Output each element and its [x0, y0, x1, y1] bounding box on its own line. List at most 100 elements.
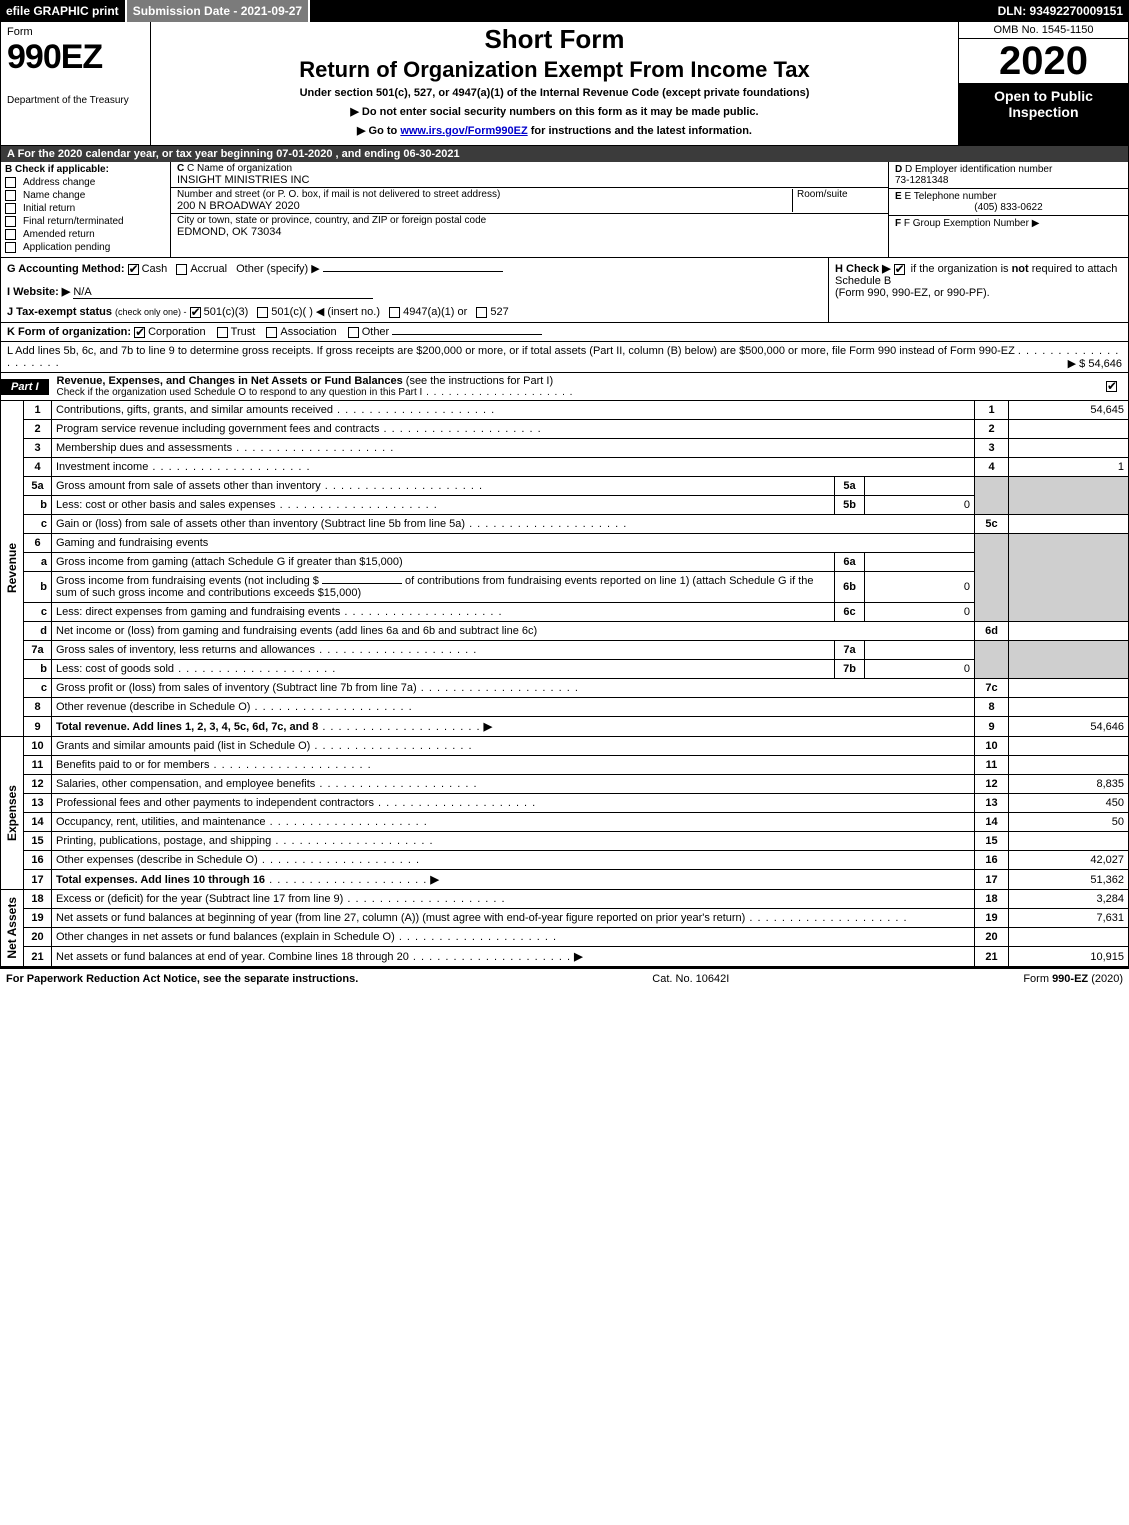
line2-ln: 2	[975, 420, 1009, 439]
line7b-iv: 0	[865, 660, 975, 679]
row-13: 13 Professional fees and other payments …	[1, 794, 1129, 813]
line6d-amt	[1009, 622, 1129, 641]
line4-amt: 1	[1009, 458, 1129, 477]
check-application-pending[interactable]: Application pending	[5, 242, 166, 253]
line19-ln: 19	[975, 909, 1009, 928]
col-b-checks: B Check if applicable: Address change Na…	[1, 162, 171, 257]
line2-amt	[1009, 420, 1129, 439]
check-application-pending-label: Application pending	[23, 242, 110, 253]
check-cash[interactable]	[128, 264, 139, 275]
line6c-desc: Less: direct expenses from gaming and fu…	[52, 603, 835, 622]
row-12: 12 Salaries, other compensation, and emp…	[1, 775, 1129, 794]
check-initial-return[interactable]: Initial return	[5, 203, 166, 214]
part1-tag: Part I	[1, 379, 49, 395]
row-6d: d Net income or (loss) from gaming and f…	[1, 622, 1129, 641]
line6c-il: 6c	[835, 603, 865, 622]
gray-7-amt	[1009, 641, 1129, 679]
line3-amt	[1009, 439, 1129, 458]
line13-ln: 13	[975, 794, 1009, 813]
subtitle: Under section 501(c), 527, or 4947(a)(1)…	[159, 87, 950, 99]
line1-num: 1	[24, 401, 52, 420]
check-accrual[interactable]	[176, 264, 187, 275]
check-527[interactable]	[476, 307, 487, 318]
line18-ln: 18	[975, 890, 1009, 909]
city-label: City or town, state or province, country…	[177, 215, 882, 226]
gray-5	[975, 477, 1009, 515]
line9-num: 9	[24, 717, 52, 737]
tax-year: 2020	[959, 39, 1128, 84]
line15-amt	[1009, 832, 1129, 851]
check-amended-return[interactable]: Amended return	[5, 229, 166, 240]
line15-ln: 15	[975, 832, 1009, 851]
line10-amt	[1009, 737, 1129, 756]
line20-ln: 20	[975, 928, 1009, 947]
gray-6	[975, 534, 1009, 622]
501c3-label: 501(c)(3)	[204, 306, 249, 318]
line12-ln: 12	[975, 775, 1009, 794]
line2-num: 2	[24, 420, 52, 439]
warn-ssn: ▶ Do not enter social security numbers o…	[159, 105, 950, 118]
check-501c3[interactable]	[190, 307, 201, 318]
check-trust[interactable]	[217, 327, 228, 338]
line9-ln: 9	[975, 717, 1009, 737]
other-specify-input[interactable]	[323, 271, 503, 272]
irs-link[interactable]: www.irs.gov/Form990EZ	[400, 125, 527, 137]
line6-desc: Gaming and fundraising events	[52, 534, 975, 553]
line5c-num: c	[24, 515, 52, 534]
line21-desc: Net assets or fund balances at end of ye…	[52, 947, 975, 967]
row-6a: a Gross income from gaming (attach Sched…	[1, 553, 1129, 572]
website-value: N/A	[73, 286, 373, 299]
line10-ln: 10	[975, 737, 1009, 756]
line6b-iv: 0	[865, 572, 975, 603]
line5a-iv	[865, 477, 975, 496]
line20-desc: Other changes in net assets or fund bala…	[52, 928, 975, 947]
line4-desc: Investment income	[52, 458, 975, 477]
ein-cell: D D Employer identification number 73-12…	[889, 162, 1128, 189]
h-text1: if the organization is	[911, 263, 1012, 275]
line14-num: 14	[24, 813, 52, 832]
line21-num: 21	[24, 947, 52, 967]
i-label: I Website: ▶	[7, 286, 70, 298]
line7a-desc: Gross sales of inventory, less returns a…	[52, 641, 835, 660]
j-sub: (check only one) -	[115, 307, 187, 317]
check-501c[interactable]	[257, 307, 268, 318]
line20-amt	[1009, 928, 1129, 947]
check-address-change[interactable]: Address change	[5, 177, 166, 188]
line16-num: 16	[24, 851, 52, 870]
check-final-return[interactable]: Final return/terminated	[5, 216, 166, 227]
check-h[interactable]	[894, 264, 905, 275]
line8-ln: 8	[975, 698, 1009, 717]
l-text: L Add lines 5b, 6c, and 7b to line 9 to …	[7, 345, 1015, 357]
check-schedule-o[interactable]	[1106, 381, 1117, 392]
check-name-change[interactable]: Name change	[5, 190, 166, 201]
header-left: Form 990EZ Department of the Treasury	[1, 22, 151, 145]
check-address-change-label: Address change	[23, 177, 95, 188]
line16-amt: 42,027	[1009, 851, 1129, 870]
check-other-org[interactable]	[348, 327, 359, 338]
line12-amt: 8,835	[1009, 775, 1129, 794]
line6b-blank[interactable]	[322, 583, 402, 584]
form-word: Form	[7, 26, 144, 38]
check-association[interactable]	[266, 327, 277, 338]
section-gh: G Accounting Method: Cash Accrual Other …	[0, 258, 1129, 323]
line5a-num: 5a	[24, 477, 52, 496]
other-specify-label: Other (specify) ▶	[236, 263, 320, 275]
check-4947[interactable]	[389, 307, 400, 318]
line19-num: 19	[24, 909, 52, 928]
k-label: K Form of organization:	[7, 326, 131, 338]
other-org-input[interactable]	[392, 334, 542, 335]
row-15: 15 Printing, publications, postage, and …	[1, 832, 1129, 851]
line21-ln: 21	[975, 947, 1009, 967]
check-corporation[interactable]	[134, 327, 145, 338]
row-2: 2 Program service revenue including gove…	[1, 420, 1129, 439]
line6d-num: d	[24, 622, 52, 641]
corporation-label: Corporation	[148, 326, 205, 338]
line6a-il: 6a	[835, 553, 865, 572]
col-def: D D Employer identification number 73-12…	[888, 162, 1128, 257]
line10-desc: Grants and similar amounts paid (list in…	[52, 737, 975, 756]
line5b-num: b	[24, 496, 52, 515]
line6-num: 6	[24, 534, 52, 553]
line1-ln: 1	[975, 401, 1009, 420]
group-exemption-cell: F F Group Exemption Number ▶	[889, 216, 1128, 257]
goto-pre: ▶ Go to	[357, 125, 400, 137]
